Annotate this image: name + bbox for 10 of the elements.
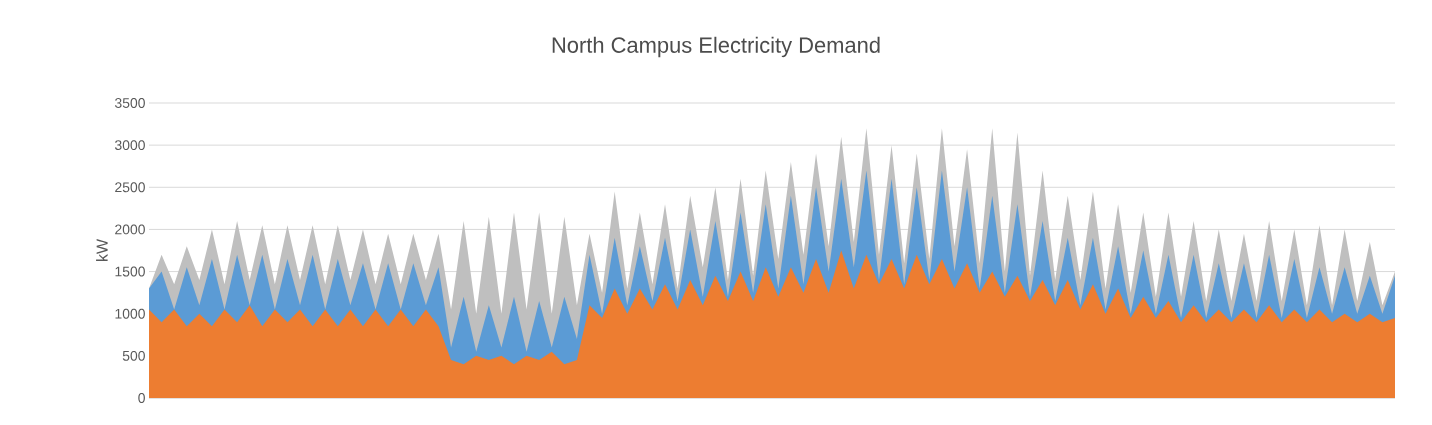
y-tick-label: 0 bbox=[138, 393, 145, 403]
y-tick-label: 2000 bbox=[115, 224, 145, 235]
y-tick-label: 2500 bbox=[115, 182, 145, 193]
y-tick-label: 500 bbox=[122, 350, 145, 361]
y-tick-label: 1000 bbox=[115, 308, 145, 319]
y-tick-label: 1500 bbox=[115, 266, 145, 277]
chart-title: North Campus Electricity Demand bbox=[552, 36, 880, 58]
y-tick-label: 3500 bbox=[114, 98, 145, 108]
y-tick-label: 3000 bbox=[114, 140, 145, 151]
y-axis-title: kW bbox=[96, 239, 108, 261]
